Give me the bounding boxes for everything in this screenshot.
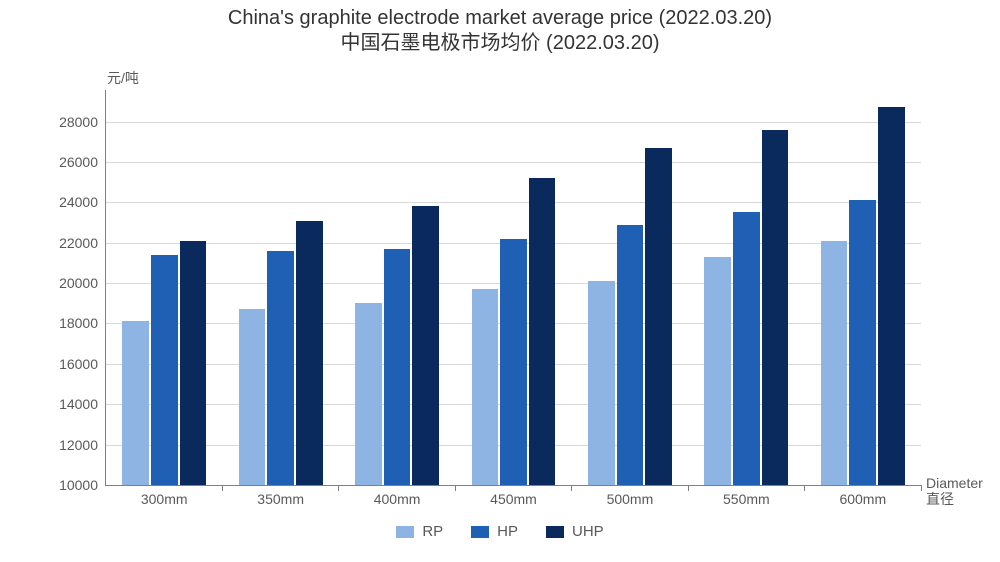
bar-hp [500,239,527,485]
grid-line [106,202,921,203]
legend: RP HP UHP [0,523,1000,542]
y-tick-label: 28000 [59,114,106,130]
chart-title-block: China's graphite electrode market averag… [0,0,1000,56]
x-tick-label: 300mm [141,485,188,507]
bar-uhp [296,221,323,485]
x-tick-label: 550mm [723,485,770,507]
y-tick-label: 16000 [59,356,106,372]
bar-hp [267,251,294,485]
x-tick-mark [222,485,223,491]
bar-uhp [180,241,207,485]
bar-hp [849,200,876,485]
bar-hp [151,255,178,485]
x-axis-title-line1: Diameter [926,475,983,491]
x-tick-mark [455,485,456,491]
legend-item-hp: HP [471,523,518,540]
bar-rp [122,321,149,485]
x-tick-mark [571,485,572,491]
y-tick-label: 24000 [59,194,106,210]
grid-line [106,162,921,163]
y-axis-title: 元/吨 [107,68,139,88]
legend-label: HP [497,523,518,540]
legend-swatch [546,526,564,538]
bar-rp [588,281,615,485]
bar-uhp [412,206,439,485]
y-tick-label: 22000 [59,235,106,251]
x-axis-title-line2: 直径 [926,491,954,507]
plot-area: 1000012000140001600018000200002200024000… [105,90,921,486]
x-tick-label: 400mm [374,485,421,507]
bar-hp [617,225,644,485]
bar-rp [239,309,266,485]
y-tick-label: 10000 [59,477,106,493]
bar-rp [704,257,731,485]
bar-hp [384,249,411,485]
bar-uhp [529,178,556,485]
y-tick-label: 26000 [59,154,106,170]
x-tick-mark [804,485,805,491]
x-tick-label: 500mm [607,485,654,507]
chart-title-zh: 中国石墨电极市场均价 (2022.03.20) [0,31,1000,56]
y-tick-label: 18000 [59,315,106,331]
x-tick-mark [338,485,339,491]
x-tick-mark [688,485,689,491]
bar-uhp [645,148,672,485]
legend-label: RP [422,523,443,540]
legend-item-uhp: UHP [546,523,604,540]
legend-swatch [471,526,489,538]
bar-rp [355,303,382,485]
x-axis-title: Diameter 直径 [926,475,983,507]
x-tick-label: 450mm [490,485,537,507]
bar-hp [733,212,760,485]
x-tick-mark [921,485,922,491]
y-tick-label: 12000 [59,437,106,453]
bar-uhp [762,130,789,485]
grid-line [106,122,921,123]
bar-uhp [878,107,905,485]
bar-rp [472,289,499,485]
y-tick-label: 14000 [59,396,106,412]
legend-label: UHP [572,523,604,540]
chart: 元/吨 Diameter 直径 100001200014000160001800… [0,60,1000,562]
bar-rp [821,241,848,485]
x-tick-label: 600mm [839,485,886,507]
chart-title-en: China's graphite electrode market averag… [0,6,1000,31]
legend-swatch [396,526,414,538]
x-tick-label: 350mm [257,485,304,507]
y-tick-label: 20000 [59,275,106,291]
legend-item-rp: RP [396,523,443,540]
